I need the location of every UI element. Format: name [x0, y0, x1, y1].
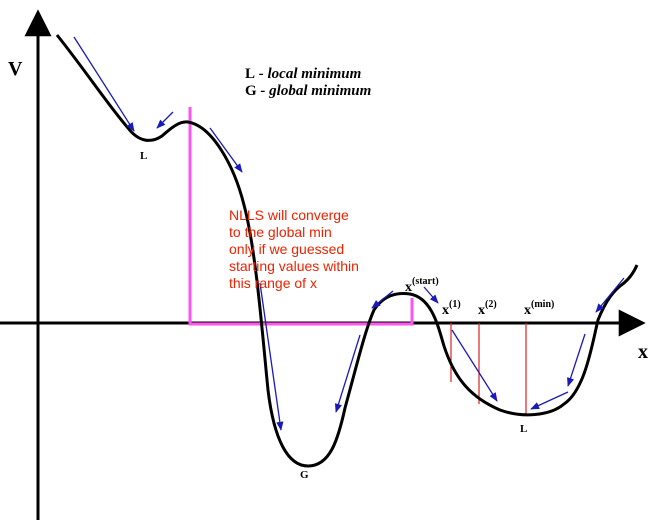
descent-arrow	[371, 290, 394, 309]
convergence-annotation: NLLS will converge to the global min onl…	[229, 207, 363, 291]
descent-arrow	[259, 282, 284, 431]
annotation-line: starting values within	[229, 258, 359, 274]
x-start-label: x(start)	[405, 276, 439, 295]
xmin-base: x	[524, 303, 531, 318]
local-minimum-right-label: L	[520, 423, 527, 435]
x2-sup: (2)	[485, 299, 497, 310]
convergence-range-bracket	[188, 107, 414, 326]
annotation-line: only if we guessed	[229, 241, 344, 257]
x-start-sup: (start)	[412, 276, 439, 287]
global-minimum-label: G	[300, 469, 309, 481]
x2-label: x(2)	[478, 299, 497, 318]
descent-arrow	[73, 36, 135, 132]
legend-local-minimum: L - local minimum	[245, 66, 361, 82]
x1-sup: (1)	[449, 299, 461, 310]
descent-arrow	[595, 277, 625, 313]
x1-base: x	[442, 303, 449, 318]
annotation-line: to the global min	[229, 224, 332, 240]
descent-arrow	[156, 111, 174, 129]
x-axis-label: x	[638, 341, 648, 363]
descent-arrow	[451, 329, 498, 402]
xmin-label: x(min)	[524, 299, 554, 318]
annotation-line: NLLS will converge	[229, 207, 349, 223]
legend-global-minimum: G - global minimum	[245, 83, 371, 99]
y-axis-label: V	[8, 58, 23, 80]
local-minimum-left-label: L	[140, 150, 147, 162]
annotation-line: this range of x	[229, 275, 317, 291]
legend-global-letter: G	[245, 83, 257, 99]
xmin-sup: (min)	[531, 299, 554, 310]
x2-base: x	[478, 303, 485, 318]
legend-local-text: - local minimum	[255, 66, 361, 82]
legend-local-letter: L	[245, 66, 255, 82]
descent-arrow	[423, 286, 439, 304]
x-start-base: x	[405, 280, 412, 295]
potential-curve	[55, 34, 639, 468]
descent-arrow	[530, 391, 569, 410]
descent-arrow	[209, 127, 243, 173]
legend-global-text: - global minimum	[257, 83, 372, 99]
descent-arrow	[334, 334, 361, 413]
descent-arrow	[567, 333, 586, 387]
x1-label: x(1)	[442, 299, 461, 318]
